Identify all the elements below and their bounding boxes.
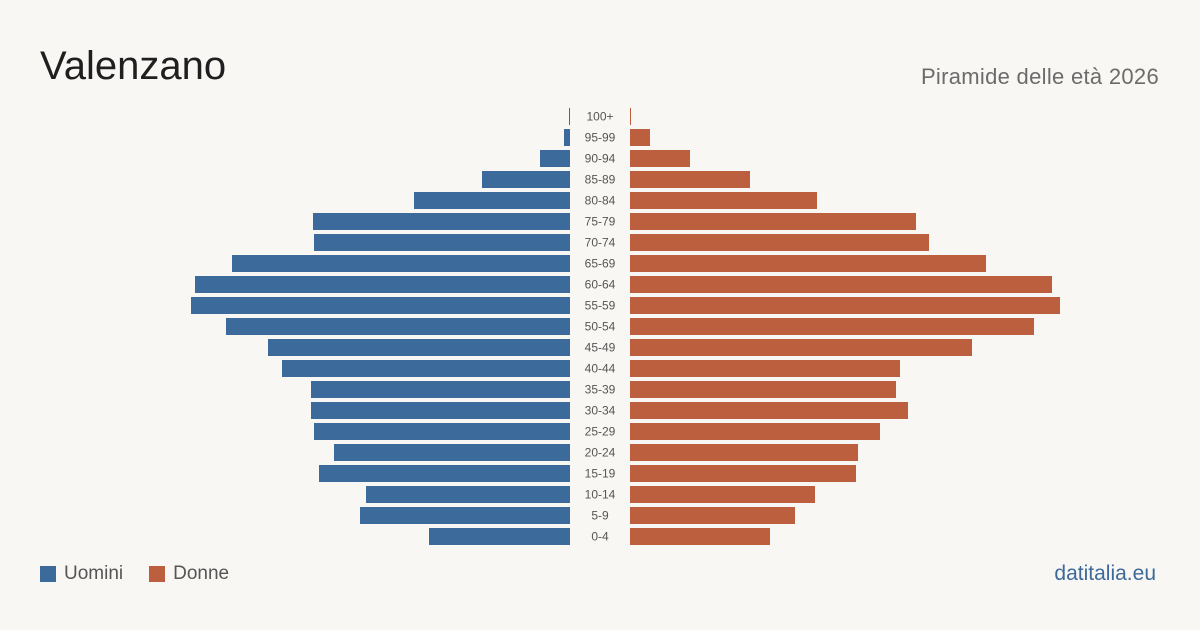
bar-men-20-24	[334, 444, 570, 461]
bar-men-45-49	[268, 339, 570, 356]
brand-link[interactable]: datitalia.eu	[1054, 562, 1156, 585]
bar-men-15-19	[319, 465, 570, 482]
bar-women-85-89	[630, 171, 750, 188]
bar-women-70-74	[630, 234, 929, 251]
bar-women-75-79	[630, 213, 916, 230]
bar-men-75-79	[313, 213, 570, 230]
age-label-35-39: 35-39	[585, 383, 616, 397]
age-label-50-54: 50-54	[585, 320, 616, 334]
age-label-20-24: 20-24	[585, 446, 616, 460]
age-label-70-74: 70-74	[585, 236, 616, 250]
bar-women-35-39	[630, 381, 896, 398]
bar-women-40-44	[630, 360, 900, 377]
age-label-10-14: 10-14	[585, 488, 616, 502]
bar-women-5-9	[630, 507, 795, 524]
bar-men-50-54	[226, 318, 570, 335]
bar-women-0-4	[630, 528, 770, 545]
bar-men-10-14	[366, 486, 570, 503]
chart-subtitle: Piramide delle età 2026	[920, 64, 1159, 89]
bar-men-95-99	[564, 129, 570, 146]
age-label-65-69: 65-69	[585, 257, 616, 271]
age-label-30-34: 30-34	[585, 404, 616, 418]
bar-men-0-4	[429, 528, 570, 545]
bar-men-90-94	[540, 150, 570, 167]
legend-swatch-women	[149, 566, 166, 582]
legend: Uomini Donne	[40, 563, 255, 585]
bar-men-55-59	[191, 297, 570, 314]
bar-men-60-64	[195, 276, 570, 293]
bar-men-40-44	[282, 360, 570, 377]
age-label-100plus: 100+	[586, 110, 613, 124]
bar-men-35-39	[311, 381, 570, 398]
bar-women-55-59	[630, 297, 1060, 314]
legend-item-women: Donne	[149, 563, 229, 585]
age-label-40-44: 40-44	[585, 362, 616, 376]
bar-men-25-29	[314, 423, 570, 440]
age-label-75-79: 75-79	[585, 215, 616, 229]
bar-women-30-34	[630, 402, 908, 419]
bar-women-80-84	[630, 192, 817, 209]
age-label-0-4: 0-4	[591, 530, 609, 544]
bar-women-90-94	[630, 150, 690, 167]
bar-women-25-29	[630, 423, 880, 440]
page-title: Valenzano	[40, 44, 227, 88]
legend-swatch-men	[40, 566, 56, 582]
bar-women-10-14	[630, 486, 815, 503]
age-label-90-94: 90-94	[585, 152, 616, 166]
age-label-85-89: 85-89	[585, 173, 616, 187]
age-label-5-9: 5-9	[591, 509, 609, 523]
age-label-95-99: 95-99	[585, 131, 616, 145]
bar-men-5-9	[360, 507, 570, 524]
bar-men-30-34	[311, 402, 570, 419]
age-label-45-49: 45-49	[585, 341, 616, 355]
bar-women-15-19	[630, 465, 856, 482]
bar-men-80-84	[414, 192, 570, 209]
legend-label-men: Uomini	[64, 563, 124, 584]
bar-men-100plus	[569, 108, 570, 125]
bar-women-45-49	[630, 339, 972, 356]
bar-women-50-54	[630, 318, 1034, 335]
bar-women-20-24	[630, 444, 858, 461]
bar-men-85-89	[482, 171, 570, 188]
age-label-80-84: 80-84	[585, 194, 616, 208]
bar-women-60-64	[630, 276, 1052, 293]
bar-women-95-99	[630, 129, 650, 146]
bar-women-100plus	[630, 108, 631, 125]
bar-women-65-69	[630, 255, 986, 272]
bar-men-65-69	[232, 255, 570, 272]
age-label-15-19: 15-19	[585, 467, 616, 481]
age-label-60-64: 60-64	[585, 278, 616, 292]
age-label-25-29: 25-29	[585, 425, 616, 439]
legend-label-women: Donne	[173, 563, 230, 584]
legend-item-men: Uomini	[40, 563, 123, 585]
age-label-55-59: 55-59	[585, 299, 616, 313]
bar-men-70-74	[314, 234, 570, 251]
